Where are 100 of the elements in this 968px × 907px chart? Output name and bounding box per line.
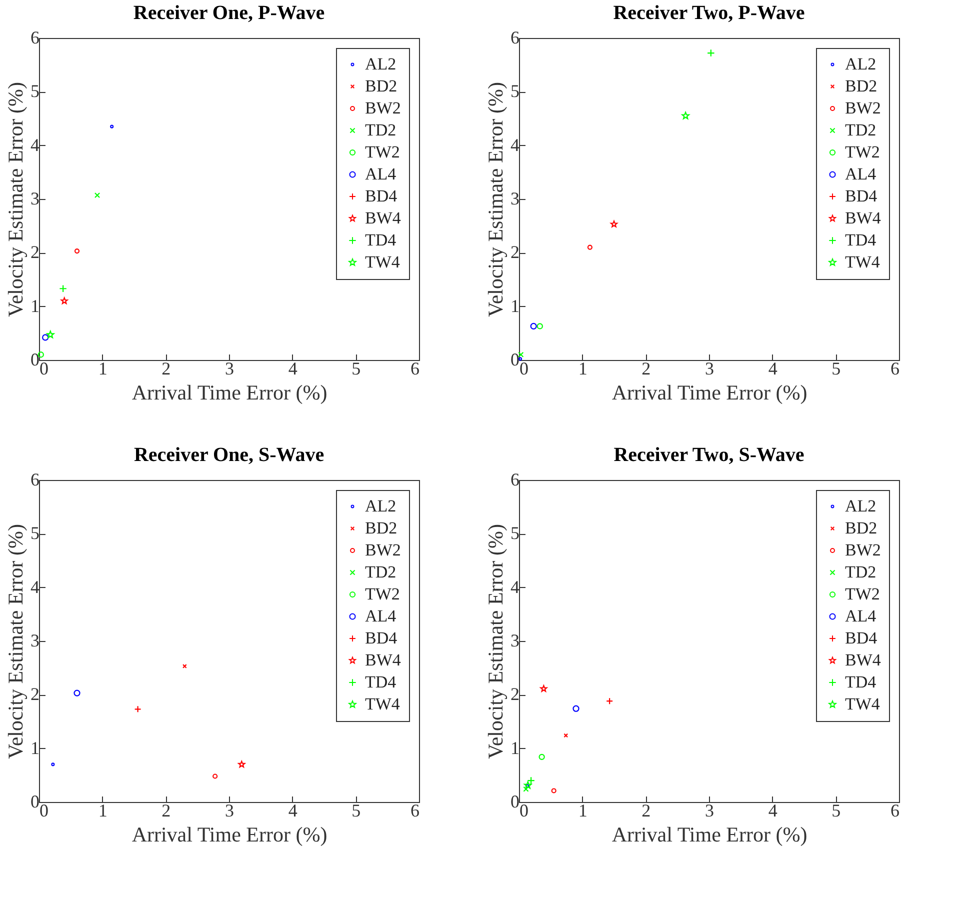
- y-axis-title: Velocity Estimate Error (%): [484, 524, 508, 759]
- legend-label: TD2: [365, 120, 396, 140]
- y-tick-label: 3: [30, 188, 40, 208]
- legend-label: TD4: [845, 230, 877, 250]
- legend-label: AL4: [365, 606, 397, 626]
- legend-label: BD4: [845, 186, 878, 206]
- legend-label: AL2: [845, 54, 876, 74]
- x-tick-label: 2: [642, 358, 651, 378]
- point: [536, 323, 543, 330]
- x-axis-title: Arrival Time Error (%): [132, 380, 328, 404]
- x-tick-label: 1: [578, 358, 588, 378]
- legend-label: TD4: [365, 230, 397, 250]
- x-tick-label: 2: [162, 358, 171, 378]
- legend-label: TD2: [845, 120, 876, 140]
- y-axis-title: Velocity Estimate Error (%): [4, 82, 28, 317]
- legend-label: AL2: [365, 54, 396, 74]
- x-tick-label: 3: [705, 358, 714, 378]
- y-tick-label: 5: [510, 523, 520, 544]
- y-tick-label: 6: [30, 470, 40, 490]
- legend-label: BD4: [845, 628, 878, 648]
- legend-label: BD4: [365, 628, 398, 648]
- x-tick-label: 1: [98, 800, 108, 820]
- point: [51, 762, 55, 766]
- x-axis-title: Arrival Time Error (%): [612, 822, 808, 846]
- x-tick-label: 5: [352, 800, 361, 820]
- x-tick-label: 5: [832, 800, 841, 820]
- x-tick-label: 1: [578, 800, 588, 820]
- chart-title: Receiver Two, P-Wave: [613, 2, 805, 24]
- legend-label: TW4: [365, 252, 400, 272]
- point: [610, 220, 618, 228]
- legend-label: AL4: [365, 164, 397, 184]
- x-tick-label: 4: [768, 358, 778, 378]
- y-tick-label: 4: [30, 576, 40, 597]
- y-tick-label: 2: [510, 242, 520, 262]
- x-tick-label: 2: [162, 800, 171, 820]
- y-axis-title: Velocity Estimate Error (%): [484, 82, 508, 317]
- x-axis-title: Arrival Time Error (%): [612, 380, 808, 404]
- x-axis-title: Arrival Time Error (%): [132, 822, 328, 846]
- legend-label: BW2: [365, 540, 401, 560]
- x-tick-label: 5: [832, 358, 841, 378]
- x-tick-label: 4: [768, 800, 778, 820]
- x-tick-label: 2: [642, 800, 651, 820]
- x-tick-label: 1: [98, 358, 108, 378]
- y-tick-label: 1: [30, 738, 40, 758]
- point: [182, 664, 187, 668]
- legend-label: BD4: [365, 186, 398, 206]
- y-tick-label: 4: [510, 134, 520, 155]
- legend-label: TW2: [845, 584, 880, 604]
- y-tick-label: 1: [510, 296, 520, 316]
- legend-label: BW4: [365, 208, 402, 228]
- legend-label: BW2: [845, 98, 881, 118]
- chart-title: Receiver One, P-Wave: [133, 2, 325, 24]
- point: [587, 244, 592, 250]
- y-tick-label: 2: [30, 242, 40, 262]
- x-tick-label: 6: [890, 800, 900, 820]
- legend-label: AL2: [365, 496, 396, 516]
- x-tick-label: 3: [225, 358, 234, 378]
- legend-label: TW4: [365, 694, 400, 714]
- y-tick-label: 3: [510, 188, 520, 208]
- legend-label: AL4: [845, 164, 877, 184]
- legend-label: TW2: [365, 142, 400, 162]
- legend-label: BW4: [845, 650, 882, 670]
- point: [238, 760, 246, 768]
- point: [530, 322, 537, 330]
- legend-label: BD2: [365, 76, 398, 96]
- legend-label: TD2: [845, 562, 876, 582]
- y-tick-label: 5: [30, 81, 40, 102]
- y-tick-label: 3: [510, 630, 520, 650]
- point: [212, 774, 218, 779]
- y-axis-title: Velocity Estimate Error (%): [4, 524, 28, 759]
- legend-label: BD2: [365, 518, 398, 538]
- y-tick-label: 6: [30, 28, 40, 48]
- legend-label: BD2: [845, 518, 878, 538]
- y-tick-label: 2: [30, 684, 40, 704]
- y-tick-label: 6: [510, 470, 520, 490]
- x-tick-label: 6: [410, 358, 420, 378]
- x-tick-label: 3: [705, 800, 714, 820]
- y-tick-label: 5: [30, 523, 40, 544]
- x-tick-label: 6: [890, 358, 900, 378]
- legend-label: BW4: [845, 208, 882, 228]
- chart-title: Receiver Two, S-Wave: [614, 444, 804, 466]
- chart-title: Receiver One, S-Wave: [134, 444, 324, 466]
- legend-label: BW2: [365, 98, 401, 118]
- legend-label: BW4: [365, 650, 402, 670]
- legend-label: TW4: [845, 694, 880, 714]
- y-tick-label: 1: [510, 738, 520, 758]
- legend-label: TD4: [845, 672, 877, 692]
- y-tick-label: 4: [510, 576, 520, 597]
- y-tick-label: 3: [30, 630, 40, 650]
- x-tick-label: 6: [410, 800, 420, 820]
- legend-label: AL4: [845, 606, 877, 626]
- legend-label: TW4: [845, 252, 880, 272]
- x-tick-label: 3: [225, 800, 234, 820]
- y-tick-label: 6: [510, 28, 520, 48]
- legend-label: BW2: [845, 540, 881, 560]
- legend-label: TD2: [365, 562, 396, 582]
- legend-label: BD2: [845, 76, 878, 96]
- legend-label: TD4: [365, 672, 397, 692]
- y-tick-label: 4: [30, 134, 40, 155]
- legend-label: TW2: [365, 584, 400, 604]
